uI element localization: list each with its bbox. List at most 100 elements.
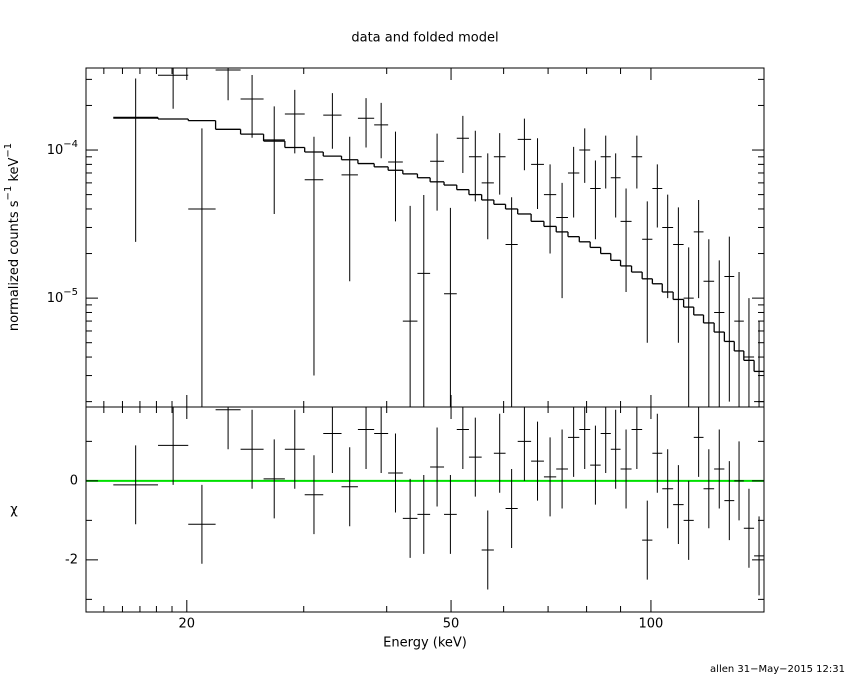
data-point — [444, 207, 457, 407]
residual-point — [662, 449, 674, 529]
residual-point — [357, 407, 375, 470]
data-point — [620, 188, 632, 292]
y-axis-label: χ — [10, 503, 18, 518]
y-label-exponent: −1 — [3, 186, 14, 201]
upper-plot — [113, 68, 764, 407]
residual-point — [579, 407, 591, 470]
residual-point — [517, 407, 532, 481]
data-point — [579, 128, 591, 183]
residual-point — [215, 407, 241, 450]
residual-point — [481, 510, 494, 590]
data-point — [567, 146, 580, 218]
y-tick-base: 10 — [47, 291, 64, 306]
x-tick-label: 20 — [179, 617, 196, 632]
data-point — [402, 205, 418, 407]
y-tick-exponent: −4 — [63, 139, 78, 150]
residual-point — [703, 449, 715, 529]
y-tick-exponent: −5 — [63, 287, 78, 298]
data-point — [284, 89, 305, 154]
y-tick-label: 10−4 — [47, 139, 78, 158]
lower-frame — [85, 406, 765, 613]
residual-point — [304, 455, 324, 535]
residual-point — [263, 439, 285, 519]
data-point — [693, 199, 704, 299]
data-point — [724, 236, 735, 402]
residual-point — [188, 484, 216, 564]
residual-point — [531, 421, 544, 501]
y-label-text: normalized counts s — [7, 200, 22, 331]
residual-point — [590, 425, 601, 505]
data-point — [215, 68, 241, 101]
x-axis-label: Energy (keV) — [383, 636, 467, 651]
residual-point — [734, 441, 744, 521]
residual-point — [388, 433, 403, 513]
residual-point — [556, 429, 568, 509]
data-point — [703, 239, 715, 407]
x-tick-label: 100 — [639, 617, 664, 632]
residual-point — [714, 429, 725, 509]
data-point — [388, 131, 403, 222]
residual-point — [693, 407, 704, 477]
data-point — [610, 153, 621, 218]
data-point — [631, 135, 643, 189]
data-point — [714, 260, 725, 407]
data-point — [683, 247, 694, 407]
data-point — [600, 135, 611, 189]
data-point — [673, 207, 684, 343]
y-tick-label: -2 — [65, 552, 78, 567]
y-axis-label: normalized counts s−1 keV−1 — [3, 143, 22, 331]
residual-point — [642, 500, 653, 580]
data-point — [493, 133, 506, 195]
residual-point — [468, 417, 482, 497]
lower-plot — [86, 407, 764, 596]
data-point — [188, 128, 216, 407]
residual-point — [743, 488, 755, 568]
y-tick-label: 10−5 — [47, 287, 78, 306]
y-tick-label: 0 — [70, 473, 78, 488]
residual-point — [402, 478, 418, 558]
data-point — [240, 75, 264, 138]
residual-point — [505, 469, 518, 549]
data-point — [505, 197, 518, 407]
data-point — [158, 68, 189, 109]
data-point — [662, 194, 674, 299]
residual-point — [493, 413, 506, 493]
data-point — [652, 164, 663, 228]
residual-point — [652, 413, 663, 493]
residual-point — [417, 474, 431, 554]
residual-point — [158, 407, 189, 485]
data-point — [590, 160, 601, 240]
residual-point — [754, 516, 764, 596]
data-point — [517, 118, 532, 171]
residual-point — [567, 407, 580, 477]
x-tick-label: 50 — [443, 617, 460, 632]
data-point — [263, 106, 285, 214]
residual-point — [341, 447, 358, 527]
residual-point — [683, 480, 694, 560]
residual-point — [240, 409, 264, 489]
data-point — [556, 182, 568, 299]
residual-point — [444, 474, 457, 554]
data-point — [468, 130, 482, 202]
data-point — [430, 133, 445, 211]
residual-point — [724, 461, 735, 541]
data-point — [417, 194, 431, 407]
y-label-text: keV — [7, 157, 22, 185]
data-point — [456, 115, 469, 173]
data-point — [531, 138, 544, 209]
data-point — [642, 201, 653, 343]
data-point — [734, 272, 744, 407]
residual-point — [113, 445, 159, 525]
data-point — [113, 78, 159, 242]
residual-point — [673, 465, 684, 545]
residual-point — [610, 409, 621, 489]
residual-point — [620, 429, 632, 509]
data-point — [743, 298, 755, 407]
data-point — [341, 136, 358, 282]
data-point — [357, 98, 375, 148]
footer: allen 31−May−2015 12:31 — [710, 664, 845, 675]
residual-point — [456, 407, 469, 470]
